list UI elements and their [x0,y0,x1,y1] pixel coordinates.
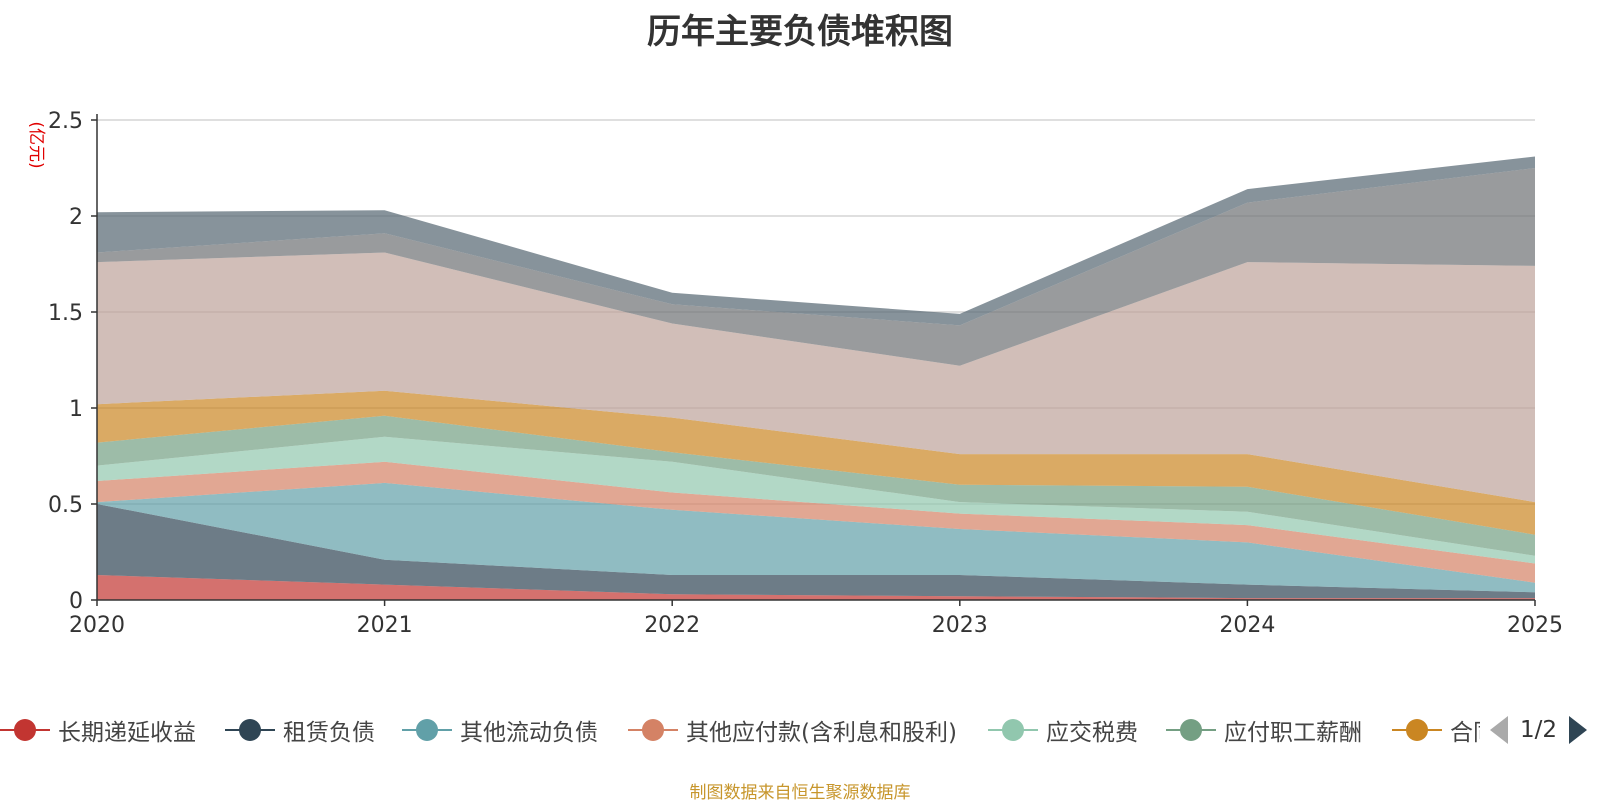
legend-marker-icon [628,715,678,745]
x-tick-label: 2022 [644,613,700,638]
legend-item[interactable]: 其他流动负债 [402,710,598,750]
y-tick-label: 0 [69,589,83,614]
x-tick-label: 2020 [69,613,125,638]
y-axis-unit-label: (亿元) [26,121,46,168]
y-tick-label: 2 [69,205,83,230]
legend-next-page-icon[interactable] [1569,716,1588,744]
legend-label: 租赁负债 [283,720,375,746]
legend-item[interactable]: 长期递延收益 [0,710,196,750]
area-series-4[interactable] [97,436,1535,564]
legend: 长期递延收益 租赁负债 其他流动负债 其他应付款(含利息和股利) 应交税费 应付职工薪酬 合… [0,710,1480,750]
legend-marker-icon [988,715,1038,745]
area-series-2[interactable] [97,482,1535,593]
area-series-5[interactable] [97,415,1535,556]
axes: 0 0.5 1 1.5 2 2.5 2020 2021 2022 2023 2024 2025 [48,109,1563,638]
legend-marker-icon [1166,715,1216,745]
legend-page-indicator: 1/2 [1520,717,1558,743]
x-tick-label: 2025 [1507,613,1563,638]
legend-item[interactable]: 租赁负债 [225,710,375,750]
x-tick-label: 2024 [1219,613,1275,638]
legend-label: 合同负债 [1450,720,1480,746]
legend-marker-icon [0,715,50,745]
legend-marker-icon [1392,715,1442,745]
y-tick-label: 0.5 [48,493,83,518]
legend-item[interactable]: 合同负债 [1392,710,1480,750]
area-series-6[interactable] [97,390,1535,535]
y-tick-label: 1 [69,397,83,422]
legend-label: 其他应付款(含利息和股利) [686,720,957,746]
area-series-9[interactable] [97,156,1535,326]
legend-pager: 1/2 [1490,713,1588,747]
legend-label: 长期递延收益 [58,720,196,746]
legend-item[interactable]: 应付职工薪酬 [1166,710,1362,750]
legend-label: 其他流动负债 [460,720,598,746]
legend-item[interactable]: 其他应付款(含利息和股利) [628,710,957,750]
x-tick-label: 2023 [932,613,988,638]
y-tick-label: 1.5 [48,301,83,326]
legend-label: 应付职工薪酬 [1224,720,1362,746]
x-tick-label: 2021 [357,613,413,638]
y-tick-label: 2.5 [48,109,83,134]
legend-item[interactable]: 应交税费 [988,710,1138,750]
area-series-1[interactable] [97,504,1535,599]
legend-marker-icon [402,715,452,745]
area-series-7[interactable] [97,252,1535,503]
legend-prev-page-icon[interactable] [1490,716,1508,744]
chart-title: 历年主要负债堆积图 [647,12,953,52]
data-source-note: 制图数据来自恒生聚源数据库 [689,783,911,803]
stacked-areas [97,156,1535,600]
area-series-0[interactable] [97,575,1535,600]
area-series-8[interactable] [97,168,1535,366]
legend-marker-icon [225,715,275,745]
area-series-3[interactable] [97,461,1535,583]
legend-label: 应交税费 [1046,720,1138,746]
